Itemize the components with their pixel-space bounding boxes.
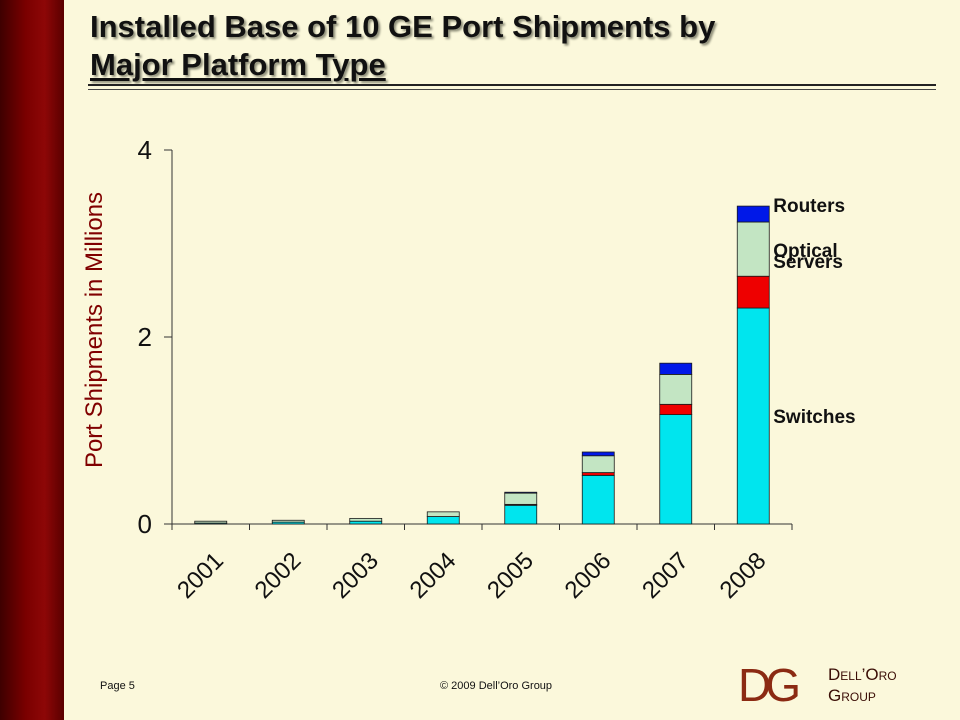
y-axis-label: Port Shipments in Millions	[81, 192, 108, 468]
title-line-2: Major Platform Type	[90, 46, 940, 84]
logo-name-line-2: Group	[828, 686, 876, 705]
bar-segment-optical-2005	[504, 492, 538, 505]
series-label-routers: Routers	[773, 196, 845, 217]
title-divider-thin	[88, 89, 936, 90]
page-number: Page 5	[100, 680, 135, 692]
series-label-servers: Servers	[773, 252, 843, 273]
bar-segment-optical-2003	[349, 517, 383, 522]
y-tick-label: 0	[138, 509, 152, 539]
logo-name-line-1: Dell’Oro	[828, 665, 897, 684]
x-tick-label-2008: 2008	[715, 547, 772, 604]
bar-segment-servers-2006	[581, 472, 615, 476]
y-tick-label: 2	[138, 322, 152, 352]
bar-segment-switches-2005	[504, 504, 538, 525]
bar-segment-optical-2007	[659, 373, 693, 405]
series-label-switches: Switches	[773, 407, 855, 428]
bar-segment-switches-2008	[736, 307, 770, 525]
bar-segment-switches-2004	[426, 516, 460, 525]
plot-area: 0 2 4 2001 2002 2003 2004 2005 2006 2007 2008 Route…	[138, 135, 856, 604]
bar-segment-switches-2006	[581, 474, 615, 525]
bar-segment-routers-2006	[581, 451, 615, 457]
left-decorative-band	[0, 0, 64, 720]
bar-segment-servers-2007	[659, 403, 693, 416]
bar-segment-routers-2005	[504, 491, 538, 494]
bar-segment-optical-2004	[426, 511, 460, 517]
bar-segment-optical-2006	[581, 455, 615, 473]
bar-segment-routers-2008	[736, 205, 770, 223]
title-divider	[88, 84, 936, 86]
x-tick-label-2002: 2002	[250, 547, 307, 604]
x-tick-label-2004: 2004	[405, 547, 462, 604]
dell-oro-logo: DG Dell’Oro Group	[738, 659, 897, 708]
bar-segment-switches-2007	[659, 414, 693, 525]
x-tick-label-2003: 2003	[327, 547, 384, 604]
title-line-1: Installed Base of 10 GE Port Shipments b…	[90, 9, 716, 44]
bar-segment-switches-2003	[349, 520, 383, 525]
y-tick-label: 4	[138, 135, 152, 165]
x-tick-label-2001: 2001	[172, 547, 229, 604]
bar-segment-servers-2008	[736, 275, 770, 309]
series-label-optical: Optical	[773, 241, 837, 262]
logo-monogram: DG	[738, 659, 798, 708]
bar-segment-routers-2007	[659, 362, 693, 375]
x-tick-label-2007: 2007	[637, 547, 694, 604]
bar-segment-optical-2001	[194, 520, 228, 524]
page-title: Installed Base of 10 GE Port Shipments b…	[90, 8, 940, 84]
title-line-2-text: Major Platform Type	[90, 47, 386, 82]
x-tick-label-2006: 2006	[560, 547, 617, 604]
bar-segment-optical-2002	[271, 519, 305, 523]
copyright-notice: © 2009 Dell’Oro Group	[440, 680, 553, 692]
x-tick-label-2005: 2005	[482, 547, 539, 604]
bar-segment-optical-2008	[736, 221, 770, 277]
